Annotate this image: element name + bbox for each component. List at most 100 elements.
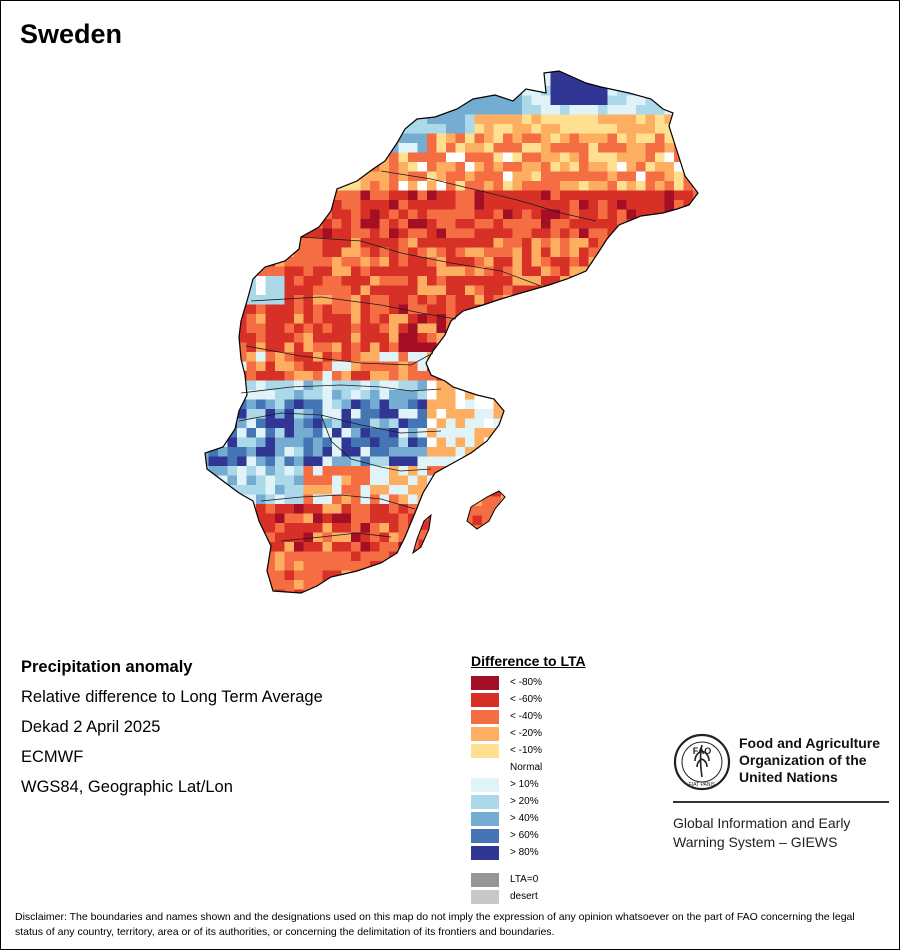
anomaly-cell	[237, 152, 247, 163]
anomaly-cell	[512, 380, 523, 391]
anomaly-cell	[645, 342, 656, 353]
anomaly-cell	[417, 314, 428, 324]
anomaly-cell	[360, 323, 371, 334]
anomaly-cell	[617, 257, 627, 267]
anomaly-cell	[408, 352, 418, 362]
anomaly-cell	[284, 76, 295, 87]
anomaly-cell	[588, 570, 599, 581]
anomaly-cell	[389, 399, 399, 410]
anomaly-cell	[588, 228, 599, 239]
anomaly-cell	[541, 247, 551, 258]
anomaly-cell	[227, 494, 238, 505]
anomaly-cell	[427, 124, 437, 134]
anomaly-cell	[598, 162, 608, 172]
anomaly-cell	[474, 228, 485, 239]
anomaly-cell	[246, 390, 257, 400]
anomaly-cell	[467, 525, 473, 529]
anomaly-cell	[227, 580, 238, 590]
anomaly-cell	[683, 456, 694, 467]
anomaly-cell	[493, 257, 504, 267]
anomaly-cell	[484, 333, 494, 343]
anomaly-cell	[512, 342, 523, 353]
anomaly-cell	[569, 532, 580, 543]
anomaly-cell	[493, 551, 504, 562]
anomaly-cell	[626, 485, 637, 495]
anomaly-cell	[265, 71, 276, 77]
anomaly-cell	[455, 542, 466, 552]
anomaly-cell	[246, 342, 257, 353]
anomaly-cell	[550, 570, 561, 581]
anomaly-cell	[398, 504, 409, 514]
anomaly-cell	[398, 418, 409, 429]
anomaly-cell	[617, 152, 627, 163]
legend-class-swatch	[471, 761, 499, 775]
anomaly-cell	[541, 171, 551, 182]
anomaly-cell	[465, 124, 475, 134]
anomaly-cell	[617, 504, 627, 514]
anomaly-cell	[569, 190, 580, 201]
anomaly-cell	[522, 162, 532, 172]
anomaly-cell	[265, 162, 276, 172]
anomaly-cell	[418, 530, 429, 540]
anomaly-cell	[531, 190, 542, 201]
anomaly-cell	[674, 485, 684, 495]
anomaly-cell	[645, 190, 656, 201]
anomaly-cell	[265, 124, 276, 134]
anomaly-cell	[617, 418, 627, 429]
anomaly-cell	[598, 342, 608, 353]
anomaly-cell	[256, 570, 266, 581]
legend-class-swatch	[471, 778, 499, 792]
anomaly-cell	[531, 371, 542, 381]
anomaly-cell	[645, 437, 656, 448]
anomaly-cell	[655, 266, 665, 277]
anomaly-cell	[417, 570, 428, 581]
anomaly-cell	[246, 399, 257, 410]
anomaly-cell	[655, 219, 665, 229]
anomaly-cell	[446, 76, 456, 87]
anomaly-cell	[550, 95, 561, 106]
anomaly-cell	[265, 380, 276, 391]
anomaly-cell	[664, 333, 675, 343]
anomaly-cell	[522, 409, 532, 419]
anomaly-cell	[664, 238, 675, 248]
anomaly-cell	[313, 561, 323, 571]
anomaly-cell	[284, 295, 295, 305]
anomaly-cell	[626, 181, 637, 191]
anomaly-cell	[360, 475, 371, 486]
anomaly-cell	[579, 238, 589, 248]
anomaly-cell	[683, 475, 694, 486]
anomaly-cell	[607, 513, 618, 524]
anomaly-cell	[398, 133, 409, 144]
anomaly-cell	[674, 532, 684, 543]
anomaly-cell	[655, 162, 665, 172]
anomaly-cell	[617, 580, 627, 590]
anomaly-cell	[284, 542, 295, 552]
anomaly-cell	[579, 589, 589, 593]
anomaly-cell	[484, 523, 494, 533]
anomaly-cell	[674, 71, 684, 77]
anomaly-cell	[294, 371, 304, 381]
anomaly-cell	[379, 551, 390, 562]
anomaly-cell	[693, 342, 698, 353]
anomaly-cell	[598, 133, 608, 144]
anomaly-cell	[427, 380, 437, 391]
anomaly-cell	[598, 380, 608, 391]
anomaly-cell	[398, 314, 409, 324]
anomaly-cell	[636, 589, 646, 593]
legend-class-label: < -60%	[510, 694, 542, 705]
anomaly-cell	[360, 551, 371, 562]
anomaly-cell	[569, 485, 580, 495]
anomaly-cell	[493, 580, 504, 590]
anomaly-cell	[598, 523, 608, 533]
anomaly-cell	[205, 114, 209, 125]
anomaly-cell	[664, 181, 675, 191]
anomaly-cell	[512, 475, 523, 486]
anomaly-cell	[370, 323, 380, 334]
anomaly-cell	[408, 76, 418, 87]
anomaly-cell	[503, 580, 513, 590]
anomaly-cell	[379, 285, 390, 296]
anomaly-cell	[550, 466, 561, 476]
anomaly-cell	[484, 266, 494, 277]
anomaly-cell	[512, 162, 523, 172]
anomaly-cell	[560, 513, 570, 524]
